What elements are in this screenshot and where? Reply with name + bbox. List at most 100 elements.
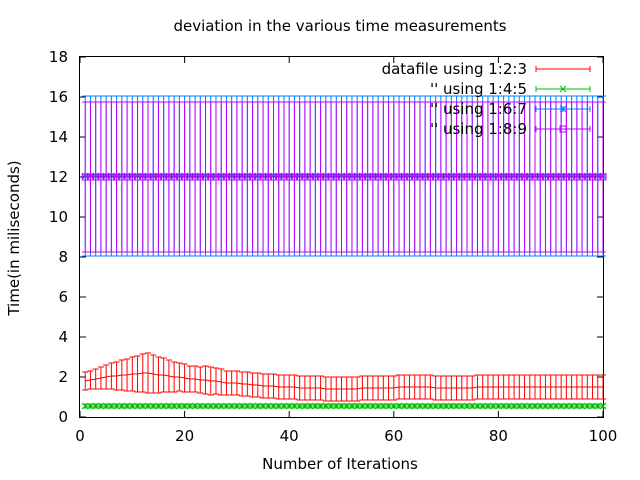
point-marker	[264, 173, 272, 181]
point-marker	[599, 402, 607, 410]
point-marker	[290, 173, 298, 181]
point-marker	[222, 173, 230, 181]
legend-line	[535, 126, 591, 132]
point-marker	[385, 402, 392, 410]
point-marker	[144, 173, 152, 181]
legend-sample	[535, 66, 591, 72]
point-marker	[217, 173, 225, 181]
point-marker	[400, 173, 408, 181]
point-marker	[244, 402, 251, 410]
point-marker	[542, 402, 549, 410]
point-marker	[552, 402, 560, 410]
point-marker	[563, 402, 570, 410]
point-marker	[254, 402, 262, 410]
point-marker	[463, 402, 471, 410]
point-marker	[343, 402, 351, 410]
point-marker	[500, 402, 507, 410]
point-marker	[81, 402, 89, 410]
point-marker	[212, 173, 220, 181]
point-marker	[437, 173, 445, 181]
point-marker	[270, 173, 278, 181]
point-marker	[322, 402, 330, 410]
point-marker	[379, 173, 387, 181]
point-marker	[196, 402, 204, 410]
point-marker	[474, 402, 481, 410]
x-tick-label: 80	[489, 427, 508, 445]
point-marker	[453, 402, 460, 410]
point-marker	[165, 402, 173, 410]
y-tick-label: 10	[49, 208, 68, 226]
point-marker	[149, 173, 157, 181]
point-marker	[223, 402, 230, 410]
point-marker	[249, 402, 256, 410]
point-marker	[421, 173, 429, 181]
point-marker	[489, 402, 497, 410]
x-tick-label: 60	[384, 427, 403, 445]
legend-label: '' using 1:8:9	[430, 120, 527, 138]
point-marker	[547, 173, 555, 181]
point-marker	[280, 173, 288, 181]
y-tick-label: 14	[49, 128, 68, 146]
point-marker	[317, 402, 324, 410]
point-marker	[181, 173, 189, 181]
series-line	[85, 372, 603, 390]
point-marker	[463, 173, 471, 181]
point-marker	[358, 173, 366, 181]
point-marker	[259, 402, 267, 410]
point-marker	[217, 402, 225, 410]
point-marker	[426, 173, 434, 181]
point-marker	[536, 173, 544, 181]
point-marker	[139, 173, 147, 181]
point-marker	[353, 173, 361, 181]
point-marker	[568, 173, 576, 181]
point-marker	[134, 402, 141, 410]
point-marker	[536, 402, 544, 410]
point-marker	[505, 173, 513, 181]
point-marker	[332, 173, 340, 181]
legend-label: '' using 1:4:5	[430, 80, 527, 98]
point-marker	[306, 173, 314, 181]
point-marker	[228, 173, 236, 181]
series-layer	[81, 95, 607, 410]
series-2	[81, 402, 607, 410]
point-marker	[291, 402, 298, 410]
point-marker	[348, 402, 356, 410]
y-axis-ticks: 0 2 4 6 8 10 12 14 16 18	[49, 48, 603, 426]
legend-sample	[535, 125, 591, 133]
point-marker	[118, 173, 126, 181]
point-marker	[191, 173, 199, 181]
point-marker	[557, 402, 565, 410]
point-marker	[97, 173, 105, 181]
point-marker	[170, 173, 178, 181]
point-marker	[369, 173, 377, 181]
point-marker	[411, 173, 419, 181]
point-marker	[280, 402, 288, 410]
point-marker	[432, 173, 440, 181]
point-marker	[395, 402, 403, 410]
point-marker	[468, 402, 476, 410]
point-marker	[510, 402, 518, 410]
y-axis-label: Time(in miliseconds)	[5, 160, 23, 316]
point-marker	[238, 173, 246, 181]
point-marker	[196, 173, 204, 181]
point-marker	[165, 173, 173, 181]
y-tick-label: 6	[58, 288, 68, 306]
point-marker	[531, 402, 539, 410]
point-marker	[97, 402, 105, 410]
point-marker	[81, 173, 89, 181]
x-tick-label: 0	[75, 427, 85, 445]
point-marker	[275, 402, 283, 410]
point-marker	[332, 402, 340, 410]
point-marker	[270, 402, 277, 410]
legend-line	[535, 66, 591, 72]
y-tick-label: 12	[49, 168, 68, 186]
point-marker	[484, 402, 492, 410]
point-marker	[559, 85, 567, 93]
point-marker	[102, 402, 110, 410]
point-marker	[317, 173, 325, 181]
y-tick-label: 18	[49, 48, 68, 66]
point-marker	[515, 402, 523, 410]
point-marker	[364, 173, 372, 181]
point-marker	[275, 173, 283, 181]
point-marker	[296, 402, 304, 410]
